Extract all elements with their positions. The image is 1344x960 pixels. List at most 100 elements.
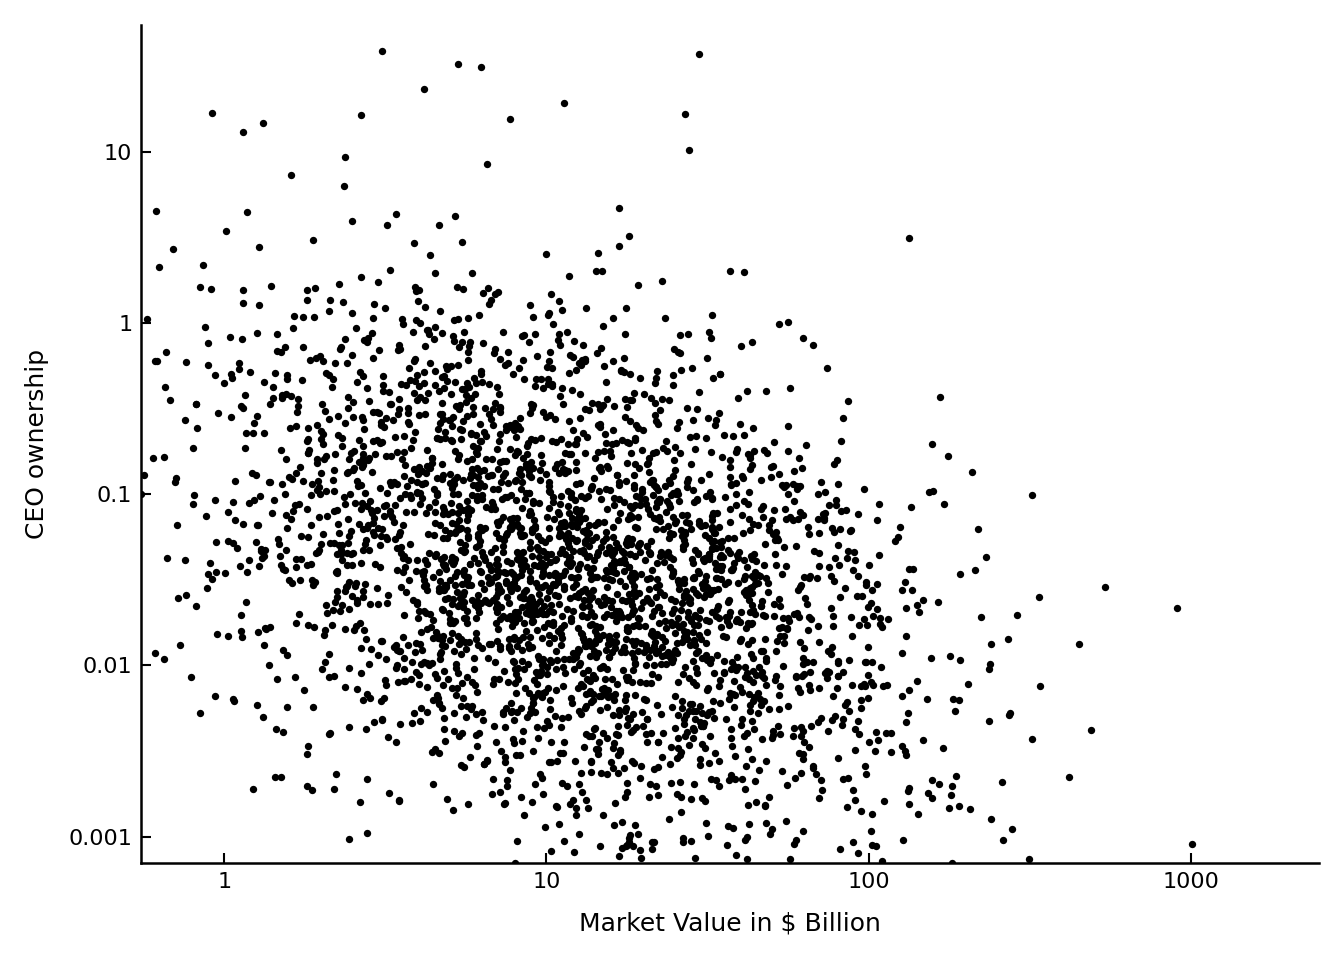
Point [284, 308, 305, 324]
Point [316, 366, 337, 381]
Point [523, 673, 544, 688]
Point [511, 599, 532, 614]
Point [821, 712, 843, 728]
Point [673, 623, 695, 638]
Point [489, 351, 511, 367]
Point [547, 800, 569, 815]
Point [392, 517, 414, 533]
Point [425, 505, 446, 520]
Point [456, 604, 477, 619]
Point [556, 324, 578, 339]
Point [718, 692, 739, 708]
Point [453, 324, 474, 340]
Point [532, 606, 554, 621]
Point [402, 324, 423, 340]
Point [399, 372, 421, 388]
Point [489, 400, 511, 416]
Point [677, 610, 699, 625]
Point [574, 592, 595, 608]
Point [609, 475, 630, 491]
Point [362, 465, 383, 480]
Point [231, 331, 253, 347]
Point [607, 718, 629, 733]
Point [720, 476, 742, 492]
Point [738, 511, 759, 526]
Point [837, 771, 859, 786]
Point [581, 532, 602, 547]
Point [730, 634, 751, 649]
Point [347, 592, 368, 608]
Point [392, 550, 414, 565]
Point [485, 396, 507, 411]
Point [595, 545, 617, 561]
Point [527, 731, 548, 746]
Point [530, 532, 551, 547]
Point [810, 773, 832, 788]
Point [550, 432, 571, 447]
Point [403, 462, 425, 477]
Point [504, 422, 526, 438]
Point [622, 573, 644, 588]
Point [655, 656, 676, 671]
Point [450, 520, 472, 536]
Point [664, 720, 685, 735]
Point [487, 379, 508, 395]
Point [856, 617, 878, 633]
Point [439, 432, 461, 447]
Point [707, 602, 728, 617]
Point [661, 699, 683, 714]
Point [419, 460, 441, 475]
Point [492, 453, 513, 468]
Point [870, 659, 891, 674]
Point [551, 710, 573, 726]
Point [434, 424, 456, 440]
Point [720, 501, 742, 516]
Point [655, 479, 676, 494]
Point [285, 497, 306, 513]
Point [292, 340, 313, 355]
Point [646, 556, 668, 571]
Point [790, 766, 812, 781]
Point [519, 486, 540, 501]
Point [379, 506, 401, 521]
Point [624, 756, 645, 771]
Point [500, 584, 521, 599]
Point [507, 551, 528, 566]
Point [367, 596, 388, 612]
Point [362, 505, 383, 520]
Point [636, 692, 657, 708]
Point [542, 615, 563, 631]
Point [664, 626, 685, 641]
Point [665, 487, 687, 502]
Point [664, 440, 685, 455]
Point [422, 692, 444, 708]
Point [464, 551, 485, 566]
Point [297, 431, 319, 446]
Point [538, 530, 559, 545]
Point [457, 796, 478, 811]
Point [411, 564, 433, 580]
Point [468, 555, 489, 570]
Point [437, 671, 458, 686]
Point [640, 675, 661, 690]
Point [708, 561, 730, 576]
Point [777, 487, 798, 502]
Point [793, 657, 814, 672]
Point [489, 399, 511, 415]
Point [567, 589, 589, 605]
Point [392, 650, 414, 665]
Point [500, 417, 521, 432]
Point [204, 688, 226, 704]
Point [458, 635, 480, 650]
Point [665, 514, 687, 529]
Point [763, 532, 785, 547]
Point [810, 782, 832, 798]
Point [340, 546, 362, 562]
Point [601, 599, 622, 614]
Point [614, 410, 636, 425]
Point [413, 579, 434, 594]
Point [536, 713, 558, 729]
Point [820, 600, 841, 615]
Point [456, 709, 477, 725]
Point [839, 523, 860, 539]
